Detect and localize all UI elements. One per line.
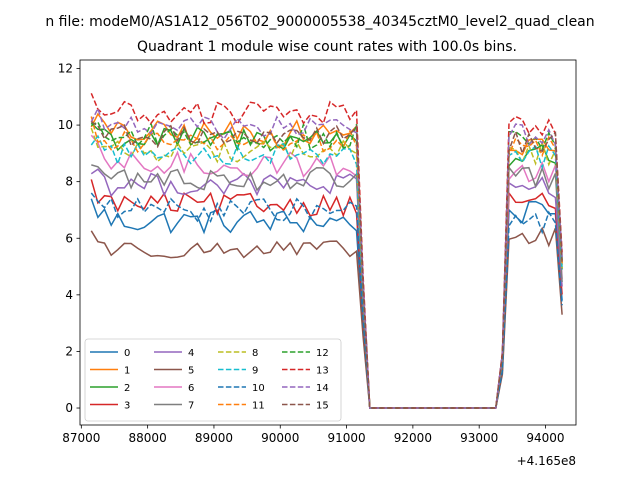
axes: 87000 88000 89000 90000 91000 92000 93000 94000… bbox=[58, 59, 577, 445]
legend-box bbox=[84, 338, 342, 422]
legend-label-8: 8 bbox=[252, 348, 258, 359]
legend-label-15: 15 bbox=[316, 401, 329, 412]
x-tick-label: 93000 bbox=[460, 431, 498, 445]
x-tick-label: 87000 bbox=[62, 431, 100, 445]
legend-label-11: 11 bbox=[252, 401, 265, 412]
legend-label-10: 10 bbox=[252, 383, 265, 394]
legend-label-6: 6 bbox=[188, 383, 194, 394]
series-line-15 bbox=[90, 121, 563, 409]
legend-label-0: 0 bbox=[124, 348, 130, 359]
legend-label-9: 9 bbox=[252, 366, 258, 377]
x-tick-label: 91000 bbox=[327, 431, 365, 445]
legend-label-2: 2 bbox=[124, 383, 130, 394]
chart-title: Quadrant 1 module wise count rates with … bbox=[137, 39, 517, 55]
y-tick-label: 12 bbox=[58, 61, 73, 75]
y-tick-label: 10 bbox=[58, 118, 73, 132]
figure-suptitle: n file: modeM0/AS1A12_056T02_9000005538_… bbox=[45, 14, 594, 30]
legend-label-1: 1 bbox=[124, 366, 130, 377]
legend-label-14: 14 bbox=[316, 383, 329, 394]
x-tick-label: 92000 bbox=[394, 431, 432, 445]
x-offset-label: +4.165e8 bbox=[517, 454, 576, 468]
legend-label-12: 12 bbox=[316, 348, 329, 359]
legend-label-4: 4 bbox=[188, 348, 194, 359]
legend-label-7: 7 bbox=[188, 401, 194, 412]
y-tick-label: 2 bbox=[65, 344, 73, 358]
axes-frame bbox=[79, 59, 577, 426]
series-line-11 bbox=[90, 116, 563, 409]
plot-area bbox=[90, 93, 563, 409]
legend-label-3: 3 bbox=[124, 401, 130, 412]
x-tick-label: 90000 bbox=[261, 431, 299, 445]
x-tick-label: 94000 bbox=[526, 431, 564, 445]
y-tick-label: 8 bbox=[65, 175, 73, 189]
x-tick-label: 89000 bbox=[195, 431, 233, 445]
legend-label-13: 13 bbox=[316, 366, 329, 377]
y-tick-label: 4 bbox=[65, 288, 73, 302]
y-tick-label: 6 bbox=[65, 231, 73, 245]
legend-label-5: 5 bbox=[188, 366, 194, 377]
x-tick-label: 88000 bbox=[129, 431, 167, 445]
y-tick-label: 0 bbox=[65, 401, 73, 415]
